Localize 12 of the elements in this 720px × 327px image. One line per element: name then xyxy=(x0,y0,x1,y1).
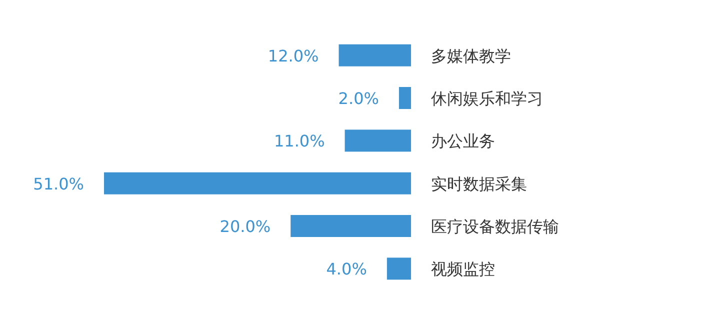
y-tick-label: 医疗设备数据传输 xyxy=(431,217,559,236)
y-tick-label: 实时数据采集 xyxy=(431,174,527,194)
data-label: 2.0% xyxy=(338,89,379,108)
data-label: 20.0% xyxy=(220,217,271,236)
data-label: 51.0% xyxy=(33,174,84,194)
data-label: 4.0% xyxy=(326,260,367,279)
y-tick-label: 视频监控 xyxy=(431,260,495,279)
data-label: 12.0% xyxy=(268,46,319,66)
y-tick-label: 休闲娱乐和学习 xyxy=(431,89,543,108)
y-tick-label: 办公业务 xyxy=(431,132,495,151)
data-label: 11.0% xyxy=(274,132,325,151)
y-tick-label: 多媒体教学 xyxy=(431,46,511,66)
